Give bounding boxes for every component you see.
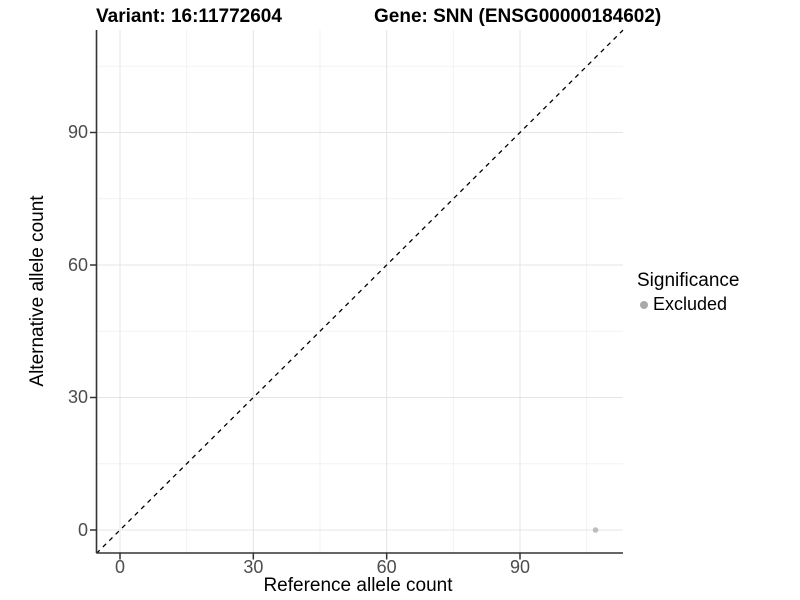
legend-title: Significance: [637, 270, 740, 291]
data-point: [592, 527, 599, 533]
legend-point-icon: [640, 300, 648, 309]
legend-item-excluded: Excluded: [637, 294, 739, 315]
y-axis-title: Alternative allele count: [27, 195, 48, 387]
identity-dashed-line: [96, 29, 624, 554]
plot-title-gene: Gene: SNN (ENSG00000184602): [374, 6, 662, 27]
x-tick-label: 60: [376, 557, 397, 577]
legend: Significance Excluded: [637, 270, 739, 315]
y-tick-label: 30: [67, 387, 88, 408]
y-tick-label: 0: [77, 520, 88, 540]
x-tick-label: 0: [114, 557, 126, 577]
x-tick-label: 30: [243, 557, 264, 577]
plot-title-variant: Variant: 16:11772604: [96, 6, 282, 27]
x-tick-label: 90: [509, 557, 530, 577]
legend-item-label: Excluded: [653, 294, 728, 314]
y-tick-label: 90: [67, 122, 88, 143]
y-tick-label: 60: [67, 254, 88, 275]
x-axis-title: Reference allele count: [263, 575, 453, 596]
